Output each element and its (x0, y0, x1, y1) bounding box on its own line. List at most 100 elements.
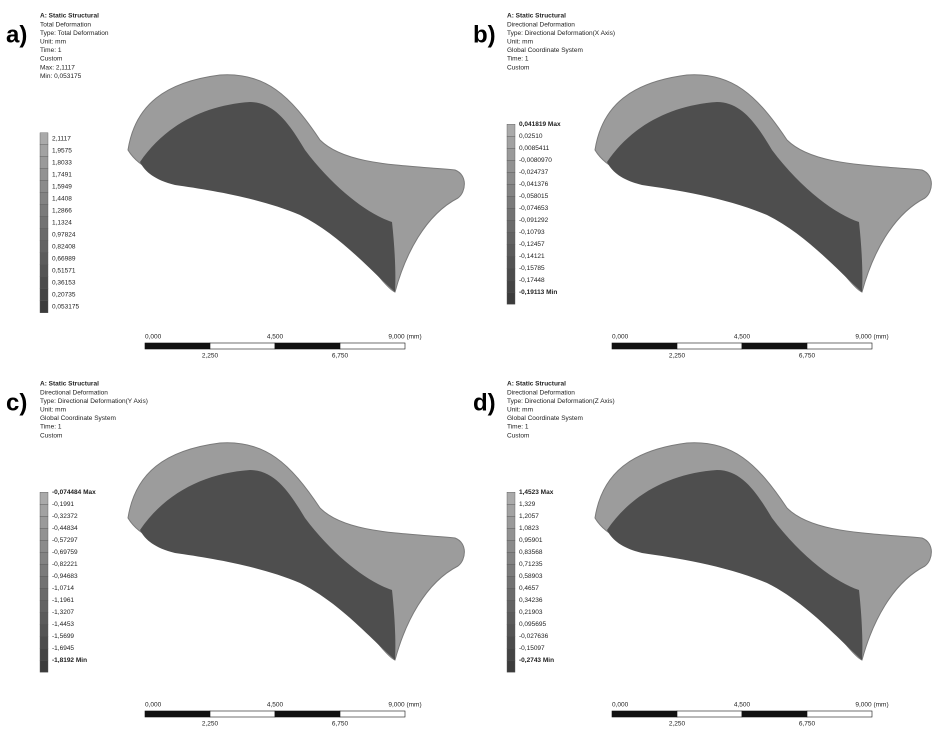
legend-swatch (40, 552, 48, 564)
header-line: Global Coordinate System (40, 415, 116, 422)
scale-bar-label: 4,500 (734, 702, 751, 709)
legend-value: 0,95901 (519, 537, 543, 544)
legend-value: -1,0714 (52, 585, 74, 592)
scale-bar-label: 6,750 (799, 353, 816, 360)
scale-bar-label: 2,250 (669, 721, 686, 728)
scale-bar-segment (807, 711, 872, 717)
scale-bar-segment (275, 711, 340, 717)
header-line: Directional Deformation (507, 389, 575, 396)
legend-value: 0,71235 (519, 561, 543, 568)
legend-swatch (507, 292, 515, 304)
legend-swatch (507, 492, 515, 504)
header-line: Custom (507, 64, 529, 71)
legend-value: -1,4453 (52, 621, 74, 628)
legend-swatch (40, 193, 48, 205)
legend-swatch (40, 289, 48, 301)
header-line: A: Static Structural (40, 381, 99, 388)
legend-swatch (507, 504, 515, 516)
legend-value: -0,2743 Min (519, 657, 554, 664)
legend-swatch (507, 576, 515, 588)
legend-swatch (507, 148, 515, 160)
header-line: Type: Directional Deformation(Y Axis) (40, 398, 148, 405)
legend-swatch (40, 169, 48, 181)
scale-bar-label: 6,750 (332, 721, 349, 728)
scale-bar-label: 2,250 (669, 353, 686, 360)
legend-value: -0,82221 (52, 561, 78, 568)
header-line: Directional Deformation (40, 389, 108, 396)
scale-bar-label: 6,750 (332, 353, 349, 360)
legend-value: -0,19113 Min (519, 289, 557, 296)
legend-swatch (40, 540, 48, 552)
legend-swatch (40, 205, 48, 217)
header-line: Time: 1 (507, 56, 529, 63)
legend-value: 1,5949 (52, 184, 72, 191)
header-line: A: Static Structural (40, 13, 99, 20)
legend-value: -0,57297 (52, 537, 78, 544)
legend-value: 2,1117 (52, 136, 71, 143)
header-line: Unit: mm (40, 407, 66, 414)
header-line: A: Static Structural (507, 13, 566, 20)
figure-canvas: a)A: Static StructuralTotal DeformationT… (0, 0, 933, 732)
scale-bar-label: 4,500 (734, 334, 751, 341)
header-line: Min: 0,053175 (40, 73, 82, 80)
legend-swatch (507, 160, 515, 172)
legend-value: -0,12457 (519, 241, 545, 248)
legend-value: 1,7491 (52, 172, 72, 179)
legend-value: 0,21903 (519, 609, 543, 616)
scale-bar-label: 6,750 (799, 721, 816, 728)
legend-value: 1,4523 Max (519, 489, 554, 496)
scale-bar-label: 9,000 (mm) (855, 334, 888, 341)
legend-swatch (507, 588, 515, 600)
legend-value: -0,69759 (52, 549, 78, 556)
legend-swatch (40, 217, 48, 229)
header-line: Custom (40, 56, 62, 63)
scale-bar-segment (677, 711, 742, 717)
legend-swatch (507, 124, 515, 136)
legend-swatch (40, 516, 48, 528)
legend-swatch (507, 232, 515, 244)
legend-value: 1,1324 (52, 220, 72, 227)
header-line: Max: 2,1117 (40, 64, 75, 71)
legend-value: -0,1991 (52, 501, 74, 508)
legend-value: 1,329 (519, 501, 536, 508)
scale-bar-segment (145, 343, 210, 349)
legend-value: -0,17448 (519, 277, 545, 284)
scale-bar-label: 0,000 (145, 702, 162, 709)
legend-value: 1,9575 (52, 148, 72, 155)
legend-value: 0,82408 (52, 244, 76, 251)
legend-value: -0,058015 (519, 193, 549, 200)
legend-swatch (507, 220, 515, 232)
legend-swatch (40, 253, 48, 265)
legend-swatch (40, 301, 48, 313)
header-line: Time: 1 (40, 424, 62, 431)
legend-value: -1,8192 Min (52, 657, 87, 664)
scale-bar-segment (807, 343, 872, 349)
scale-bar-label: 4,500 (267, 702, 284, 709)
legend-swatch (507, 528, 515, 540)
scale-bar-segment (275, 343, 340, 349)
figure: a)A: Static StructuralTotal DeformationT… (0, 0, 933, 732)
legend-swatch (40, 636, 48, 648)
legend-swatch (507, 636, 515, 648)
legend-value: 0,83568 (519, 549, 543, 556)
scale-bar-segment (742, 343, 807, 349)
legend-swatch (40, 648, 48, 660)
legend-value: 0,51571 (52, 268, 76, 275)
legend-value: -0,0080970 (519, 157, 552, 164)
legend-value: -0,44834 (52, 525, 78, 532)
legend-swatch (507, 196, 515, 208)
legend-value: 0,20735 (52, 292, 76, 299)
scale-bar-label: 2,250 (202, 721, 219, 728)
legend-value: 0,97824 (52, 232, 76, 239)
legend-value: 0,041819 Max (519, 121, 561, 128)
header-line: Custom (40, 432, 62, 439)
header-line: Global Coordinate System (507, 47, 583, 54)
legend-value: 0,053175 (52, 304, 79, 311)
legend-swatch (507, 208, 515, 220)
scale-bar-segment (145, 711, 210, 717)
legend-value: -0,074484 Max (52, 489, 96, 496)
legend-value: -1,1961 (52, 597, 74, 604)
legend-swatch (40, 265, 48, 277)
